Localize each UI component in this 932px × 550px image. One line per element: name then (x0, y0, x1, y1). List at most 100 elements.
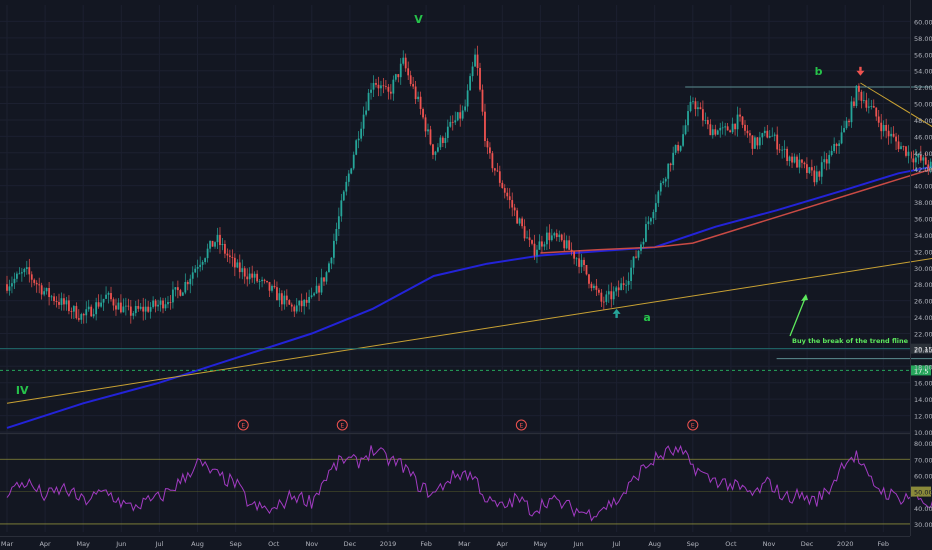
candle-body (830, 151, 833, 155)
price-tick-label: 58.00 (914, 35, 932, 43)
candle-body (850, 101, 853, 123)
candle-body (295, 305, 298, 312)
candle-body (885, 125, 888, 131)
candle-body (253, 273, 256, 278)
candle-body (865, 100, 868, 108)
candle-body (20, 272, 23, 274)
candle-body (419, 96, 422, 109)
price-tick-label: 48.00 (914, 117, 932, 125)
candle-body (209, 240, 211, 249)
candle-body (100, 302, 103, 307)
candle-body (397, 74, 400, 78)
candle-body (781, 149, 784, 151)
candle-body (147, 306, 150, 312)
candle-body (129, 306, 132, 316)
candle-body (16, 273, 18, 279)
candle-body (612, 291, 615, 300)
trendline[interactable] (6, 186, 932, 404)
candle-body (409, 75, 412, 85)
candle-body (345, 181, 348, 192)
price-tick-label: 28.00 (914, 281, 932, 289)
candle-body (622, 283, 625, 285)
candle-body (788, 156, 791, 162)
candle-body (617, 287, 620, 291)
candle-body (85, 309, 88, 316)
candle-body (278, 293, 281, 301)
candle-body (313, 293, 315, 296)
price-level-tag (911, 365, 931, 376)
candle-body (157, 304, 159, 307)
earnings-event-mark[interactable] (687, 419, 699, 431)
candle-body (181, 292, 184, 296)
candle-body (806, 164, 808, 173)
time-tick-label: Mar (458, 540, 471, 548)
candle-body (798, 159, 801, 168)
candle-body (674, 144, 677, 153)
candle-body (687, 111, 689, 126)
candle-body (739, 114, 741, 117)
candle-body (870, 106, 873, 107)
candle-body (6, 284, 8, 291)
arrow-up-marker-stem (615, 313, 618, 318)
candle-body (595, 285, 598, 290)
rsi-tick-label: 60.00 (914, 472, 932, 480)
candle-body (412, 84, 415, 87)
candle-body (63, 298, 65, 305)
candle-body (731, 123, 734, 133)
time-tick-label: Feb (878, 540, 890, 548)
candle-body (18, 273, 21, 275)
candle-body (394, 74, 397, 80)
candle-body (786, 148, 788, 162)
candles (6, 45, 932, 324)
arrow-down-marker-stem (859, 66, 862, 71)
earnings-event-mark[interactable] (336, 419, 348, 431)
candle-body (818, 171, 821, 177)
candle-body (672, 152, 675, 166)
candle-body (791, 156, 793, 163)
candle-body (382, 85, 385, 87)
candle-body (848, 120, 850, 123)
candle-body (699, 107, 702, 110)
candle-body (476, 54, 479, 68)
candle-body (335, 228, 338, 241)
trendlines[interactable] (6, 82, 932, 404)
candle-body (432, 144, 434, 155)
candle-body (238, 262, 241, 273)
earnings-event-mark[interactable] (237, 419, 249, 431)
candle-body (127, 305, 130, 307)
rsi-tick-label: 30.00 (914, 521, 932, 529)
candle-body (90, 306, 93, 317)
event-marks[interactable]: EEEEEEE (237, 419, 932, 431)
candle-body (258, 281, 261, 282)
candle-body (778, 149, 781, 151)
candle-body (441, 137, 444, 143)
candle-body (87, 306, 90, 310)
candle-body (117, 302, 120, 310)
candle-body (895, 136, 897, 142)
earnings-event-mark[interactable] (515, 419, 527, 431)
candle-body (194, 268, 197, 273)
candle-body (758, 137, 761, 146)
price-tick-label: 54.00 (914, 68, 932, 76)
candle-body (370, 89, 372, 93)
time-tick-label: Mar (1, 540, 14, 548)
candle-body (263, 279, 266, 281)
candle-body (154, 300, 157, 307)
candle-body (590, 283, 593, 289)
earnings-event-label: E (241, 423, 245, 430)
candle-body (825, 159, 828, 164)
candle-body (352, 154, 355, 169)
candle-body (134, 306, 137, 314)
candle-body (439, 137, 442, 148)
candle-body (444, 137, 447, 143)
price-tick-label: 20.00 (914, 347, 932, 355)
candle-body (815, 171, 818, 183)
candle-body (28, 267, 31, 275)
candle-body (380, 85, 382, 89)
candle-body (23, 268, 26, 273)
candle-body (838, 143, 841, 147)
candle-body (645, 224, 647, 242)
candle-body (919, 154, 922, 161)
